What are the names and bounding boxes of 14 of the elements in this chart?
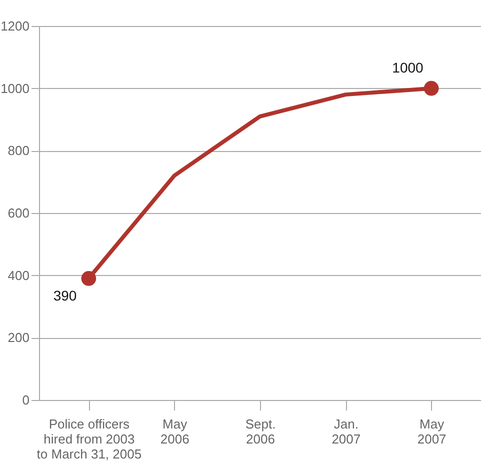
y-tick-label: 400 — [8, 268, 30, 283]
y-tick-label: 800 — [8, 143, 30, 158]
y-tick-label: 200 — [8, 330, 30, 346]
data-label: 390 — [53, 287, 77, 304]
y-tick-label: 1000 — [0, 80, 30, 96]
y-tick-label: 0 — [22, 392, 30, 408]
data-label: 1000 — [392, 59, 424, 76]
y-tick-label: 1200 — [0, 18, 30, 34]
y-tick-label: 600 — [8, 206, 30, 220]
x-tick-label: Sept. 2006 — [245, 416, 276, 446]
x-tick-label: May 2006 — [160, 416, 190, 446]
x-tick-label: Jan. 2007 — [332, 416, 361, 446]
x-tick-label: May 2007 — [417, 416, 446, 446]
x-tick-label: Police officers hired from 2003 to March 31, 2005 — [36, 416, 142, 462]
